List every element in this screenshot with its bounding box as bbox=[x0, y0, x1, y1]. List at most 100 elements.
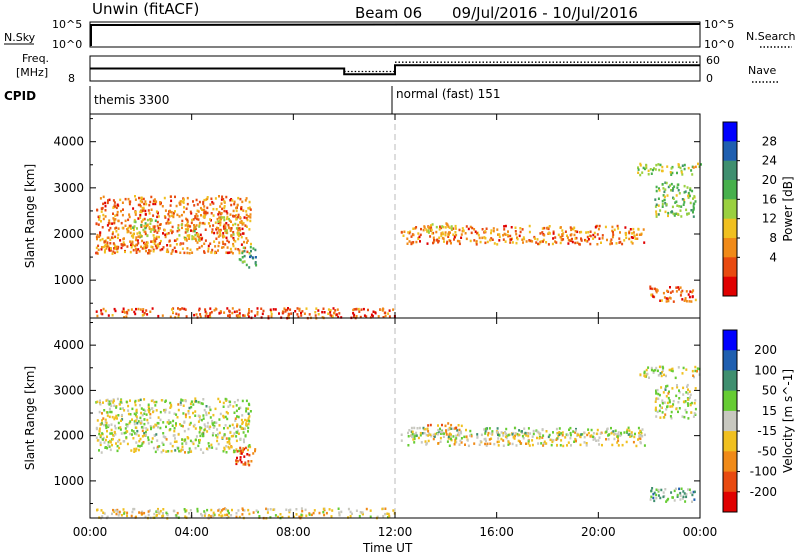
power-cell bbox=[126, 228, 129, 231]
velocity-cell bbox=[507, 443, 510, 446]
power-cell bbox=[248, 206, 251, 209]
velocity-cell bbox=[496, 427, 499, 430]
velocity-cell bbox=[575, 439, 577, 443]
velocity-cell bbox=[439, 440, 442, 443]
power-colorbar-tick-label: 24 bbox=[762, 154, 777, 168]
velocity-cell bbox=[525, 442, 527, 445]
velocity-cell bbox=[662, 416, 665, 419]
power-cell bbox=[687, 191, 690, 195]
velocity-cell bbox=[182, 412, 185, 415]
power-cell bbox=[507, 230, 509, 233]
power-cell bbox=[139, 200, 142, 203]
velocity-cell bbox=[114, 433, 117, 436]
velocity-cell bbox=[236, 398, 239, 402]
power-cell bbox=[427, 231, 430, 234]
velocity-cell bbox=[301, 509, 304, 513]
velocity-cell bbox=[574, 431, 577, 434]
power-cell bbox=[679, 166, 682, 170]
velocity-cell bbox=[176, 416, 179, 419]
power-cell bbox=[161, 248, 164, 251]
power-cell bbox=[153, 238, 156, 241]
power-cell bbox=[97, 215, 100, 219]
power-colorbar-band bbox=[723, 141, 737, 162]
velocity-cell bbox=[682, 495, 685, 499]
velocity-cell bbox=[455, 440, 458, 444]
velocity-cell bbox=[138, 439, 141, 443]
velocity-cell bbox=[170, 403, 173, 407]
velocity-cell bbox=[388, 514, 391, 518]
power-cell bbox=[164, 216, 167, 219]
power-cell bbox=[241, 223, 244, 226]
power-cell bbox=[666, 165, 669, 168]
power-cell bbox=[688, 194, 691, 198]
power-cell bbox=[467, 227, 470, 231]
velocity-cell bbox=[98, 427, 101, 430]
power-cell bbox=[437, 239, 440, 243]
velocity-cell bbox=[617, 444, 620, 447]
velocity-cell bbox=[199, 428, 202, 431]
velocity-cell bbox=[238, 407, 241, 410]
power-cell bbox=[632, 227, 635, 231]
time-tick-label: 20:00 bbox=[581, 525, 616, 539]
power-cell bbox=[138, 235, 141, 239]
power-cell bbox=[148, 249, 150, 252]
power-cell bbox=[631, 232, 634, 235]
velocity-cell bbox=[222, 405, 225, 408]
power-cell bbox=[119, 239, 122, 242]
velocity-cell bbox=[170, 405, 173, 408]
power-cell bbox=[669, 291, 672, 294]
velocity-cell bbox=[490, 432, 493, 435]
velocity-cell bbox=[660, 374, 663, 378]
velocity-cell bbox=[244, 446, 247, 450]
velocity-cell bbox=[227, 445, 230, 449]
power-cell bbox=[649, 168, 652, 171]
velocity-cell bbox=[104, 418, 107, 422]
velocity-cell bbox=[133, 420, 136, 423]
power-cell bbox=[161, 205, 164, 208]
power-cell bbox=[126, 312, 129, 315]
power-cell bbox=[224, 225, 227, 228]
velocity-cell bbox=[113, 404, 116, 407]
power-cell bbox=[592, 237, 595, 240]
power-cell bbox=[256, 313, 259, 316]
velocity-cell bbox=[200, 402, 203, 405]
power-cell bbox=[290, 312, 293, 315]
power-cell bbox=[246, 250, 249, 254]
velocity-cell bbox=[150, 426, 153, 430]
power-cell bbox=[195, 212, 198, 216]
velocity-cell bbox=[223, 446, 226, 450]
velocity-cell bbox=[580, 433, 583, 436]
power-cell bbox=[638, 233, 641, 236]
velocity-cell bbox=[661, 411, 664, 414]
velocity-cell bbox=[109, 410, 112, 414]
power-cell bbox=[206, 206, 209, 210]
power-cell bbox=[211, 248, 214, 252]
velocity-cell bbox=[135, 411, 138, 414]
velocity-cell bbox=[219, 400, 221, 403]
velocity-cell bbox=[190, 450, 193, 453]
time-axis-label: Time UT bbox=[362, 541, 413, 554]
power-cell bbox=[149, 218, 152, 221]
power-cell bbox=[640, 233, 643, 236]
velocity-cell bbox=[145, 433, 147, 436]
velocity-cell bbox=[108, 407, 111, 411]
velocity-cell bbox=[194, 427, 197, 430]
power-cell bbox=[528, 239, 531, 242]
power-cell bbox=[256, 310, 259, 314]
velocity-cell bbox=[601, 443, 603, 447]
power-cell bbox=[177, 316, 180, 319]
power-cell bbox=[400, 231, 403, 234]
power-cell bbox=[137, 248, 140, 251]
power-cell bbox=[636, 237, 639, 240]
velocity-cell bbox=[173, 440, 176, 443]
power-cell bbox=[535, 241, 538, 244]
power-cell bbox=[217, 235, 220, 238]
velocity-cell bbox=[400, 439, 403, 442]
velocity-colorbar-band bbox=[723, 410, 737, 432]
power-cell bbox=[237, 215, 239, 219]
power-cell bbox=[492, 227, 495, 230]
power-cell bbox=[691, 173, 694, 176]
power-cell bbox=[150, 240, 153, 243]
power-cell bbox=[676, 204, 679, 207]
